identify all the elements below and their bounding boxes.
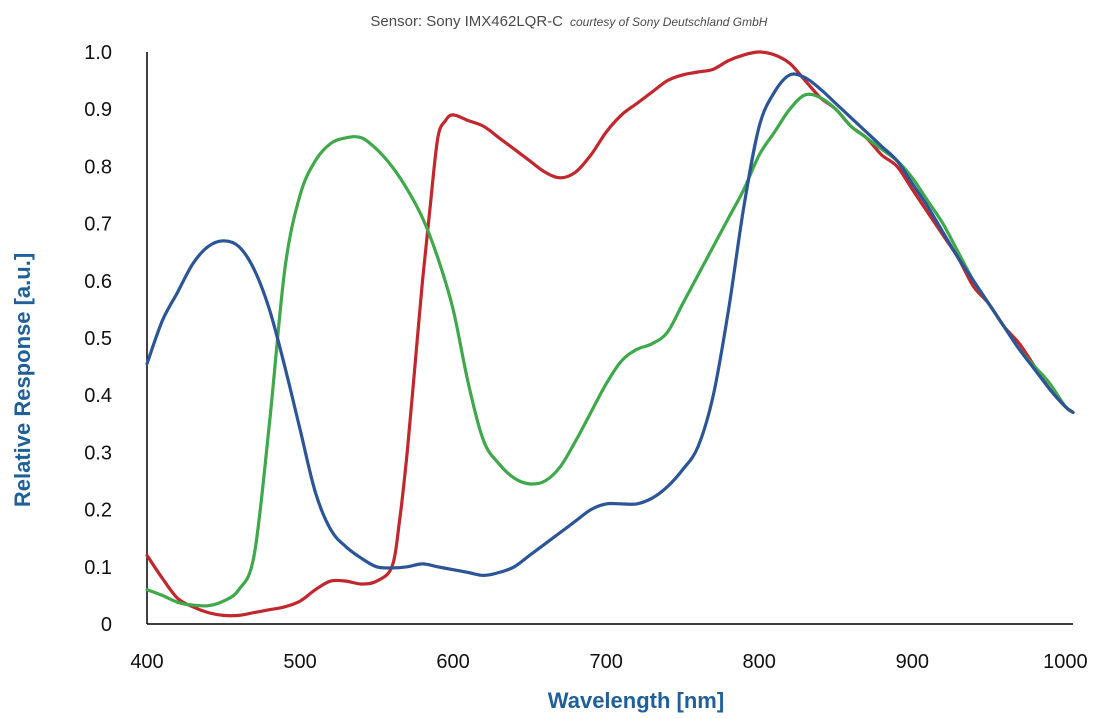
- y-tick-label: 0.7: [84, 214, 112, 236]
- y-tick-label: 1.0: [84, 42, 112, 64]
- series-layer: [145, 50, 1075, 618]
- blue-series-line: [145, 72, 1075, 577]
- x-tick-label: 900: [896, 651, 929, 673]
- x-tick-label: 700: [589, 651, 622, 673]
- chart-subtitle: courtesy of Sony Deutschland GmbH: [570, 15, 768, 29]
- chart-title: Sensor: Sony IMX462LQR-C: [370, 13, 563, 30]
- y-tick-labels: 0 0.1 0.2 0.3 0.4 0.5 0.6 0.7 0.8 0.9 1.0: [84, 42, 112, 636]
- y-tick-label: 0.4: [84, 385, 112, 407]
- x-tick-label: 800: [743, 651, 776, 673]
- y-tick-label: 0.3: [84, 442, 112, 464]
- y-tick-label: 0.1: [84, 557, 112, 579]
- red-series-line: [145, 50, 1075, 618]
- y-tick-label: 0.6: [84, 271, 112, 293]
- y-axis-label: Relative Response [a.u.]: [10, 253, 35, 507]
- x-tick-label: 600: [436, 651, 469, 673]
- x-tick-labels: 400 500 600 700 800 900 1000: [130, 651, 1087, 673]
- y-tick-label: 0.5: [84, 328, 112, 350]
- x-tick-label: 400: [130, 651, 163, 673]
- x-tick-label: 500: [283, 651, 316, 673]
- y-tick-label: 0.8: [84, 156, 112, 178]
- y-tick-label: 0.9: [84, 99, 112, 121]
- x-tick-label: 1000: [1043, 651, 1088, 673]
- y-tick-label: 0.2: [84, 500, 112, 522]
- x-axis-label: Wavelength [nm]: [548, 688, 724, 713]
- green-series-line: [145, 92, 1075, 608]
- y-tick-label: 0: [101, 614, 112, 636]
